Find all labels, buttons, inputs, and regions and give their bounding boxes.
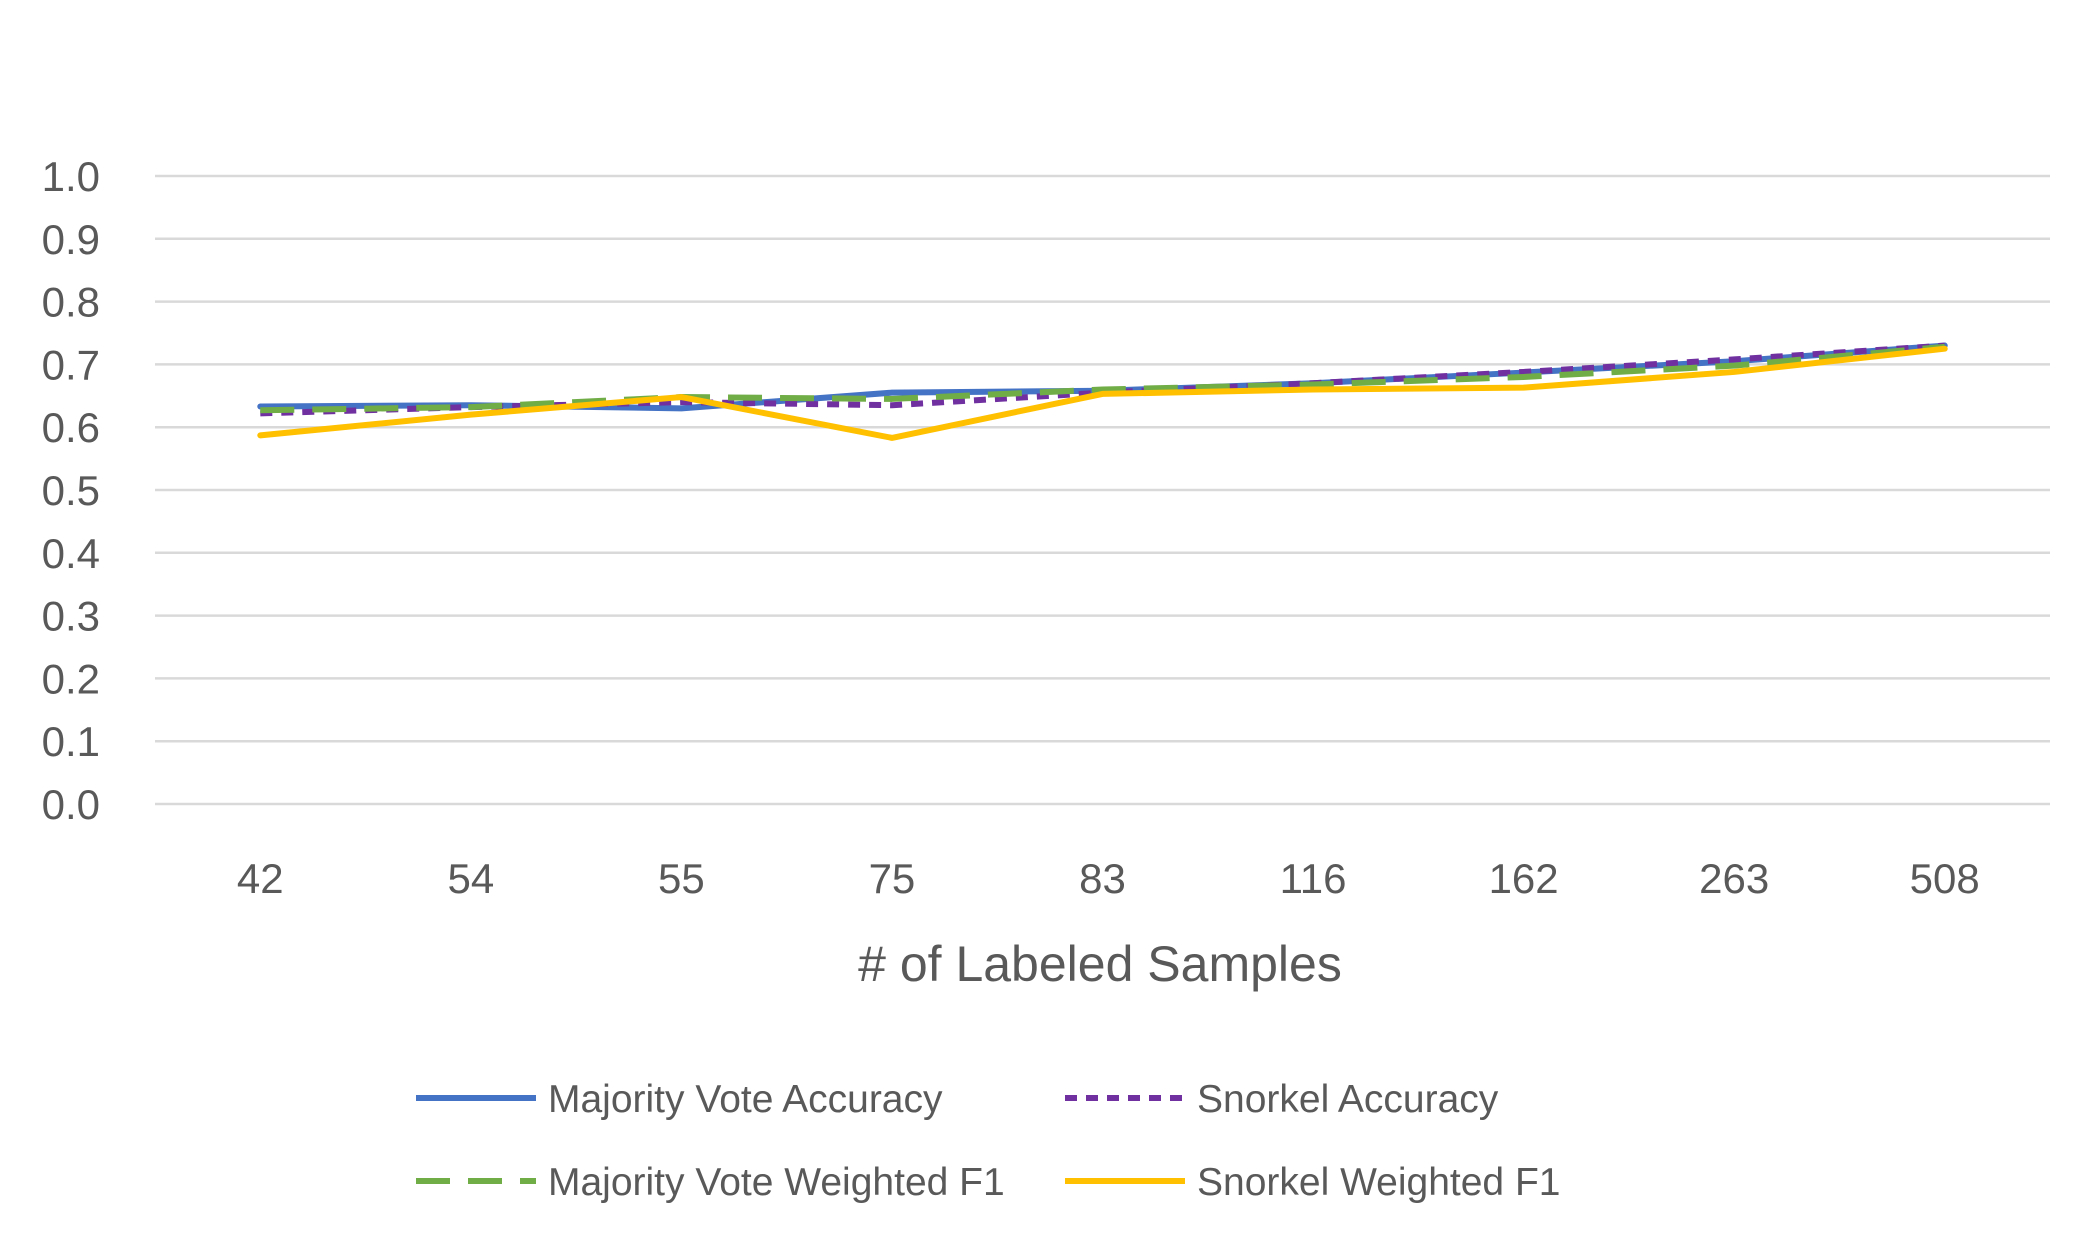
x-tick-label: 83: [1079, 855, 1126, 902]
legend-label: Majority Vote Accuracy: [548, 1078, 943, 1121]
y-tick-label: 0.3: [42, 593, 100, 640]
x-tick-label: 162: [1489, 855, 1559, 902]
y-tick-label: 0.4: [42, 530, 100, 577]
y-tick-label: 0.2: [42, 655, 100, 702]
x-tick-label: 263: [1699, 855, 1769, 902]
legend-label: Snorkel Accuracy: [1197, 1078, 1499, 1121]
x-tick-label: 116: [1280, 855, 1347, 902]
legend: Majority Vote Accuracy Snorkel Accuracy Ma…: [416, 1078, 1560, 1204]
series-line-snorkel-weighted-f1: [257, 345, 1948, 441]
x-tick-label: 54: [447, 855, 494, 902]
legend-label: Snorkel Weighted F1: [1197, 1161, 1560, 1204]
gridlines: [155, 174, 2050, 806]
legend-item: Snorkel Accuracy: [1065, 1078, 1499, 1121]
y-tick-label: 0.0: [42, 781, 100, 828]
y-tick-label: 0.5: [42, 467, 100, 514]
x-axis-tick-labels: 42 54 55 75 83 116 162 263 508: [237, 855, 1980, 902]
x-tick-label: 75: [869, 855, 916, 902]
y-tick-label: 0.9: [42, 216, 100, 263]
legend-item: Snorkel Weighted F1: [1065, 1161, 1560, 1204]
y-tick-label: 1.0: [42, 153, 100, 200]
x-tick-label: 42: [237, 855, 284, 902]
y-tick-label: 0.1: [42, 718, 100, 765]
series-line-snorkel-accuracy: [260, 342, 1945, 417]
series-lines: [257, 342, 1948, 441]
y-tick-label: 0.8: [42, 279, 100, 326]
y-tick-label: 0.7: [42, 341, 100, 388]
legend-label: Majority Vote Weighted F1: [548, 1161, 1005, 1204]
x-tick-label: 55: [658, 855, 705, 902]
y-axis-tick-labels: 0.0 0.1 0.2 0.3 0.4 0.5 0.6 0.7 0.8 0.9 1.0: [42, 153, 100, 828]
y-tick-label: 0.6: [42, 404, 100, 451]
legend-item: Majority Vote Weighted F1: [416, 1161, 1005, 1204]
series-line-majority-vote-weighted-f1: [260, 343, 1945, 414]
legend-item: Majority Vote Accuracy: [416, 1078, 943, 1121]
x-axis-title: # of Labeled Samples: [858, 936, 1342, 992]
x-tick-label: 508: [1910, 855, 1980, 902]
